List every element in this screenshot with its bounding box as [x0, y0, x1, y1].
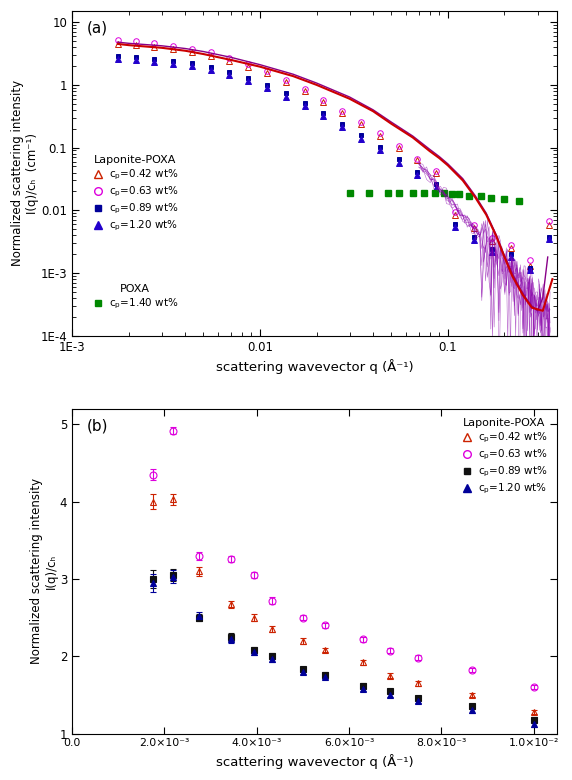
Legend: $\mathregular{c_p}$=0.42 wt%, $\mathregular{c_p}$=0.63 wt%, $\mathregular{c_p}$=: $\mathregular{c_p}$=0.42 wt%, $\mathregu… — [457, 414, 551, 501]
Text: (a): (a) — [86, 21, 108, 36]
Text: (b): (b) — [86, 419, 108, 434]
Y-axis label: Normalized scattering intensity
I(q)/cₕ  (cm⁻¹): Normalized scattering intensity I(q)/cₕ … — [11, 80, 39, 267]
X-axis label: scattering wavevector q (Å⁻¹): scattering wavevector q (Å⁻¹) — [216, 754, 414, 769]
X-axis label: scattering wavevector q (Å⁻¹): scattering wavevector q (Å⁻¹) — [216, 359, 414, 374]
Legend: $\mathregular{c_p}$=1.40 wt%: $\mathregular{c_p}$=1.40 wt% — [92, 284, 178, 311]
Y-axis label: Normalized scattering intensity
I(q)/cₕ: Normalized scattering intensity I(q)/cₕ — [30, 478, 58, 665]
